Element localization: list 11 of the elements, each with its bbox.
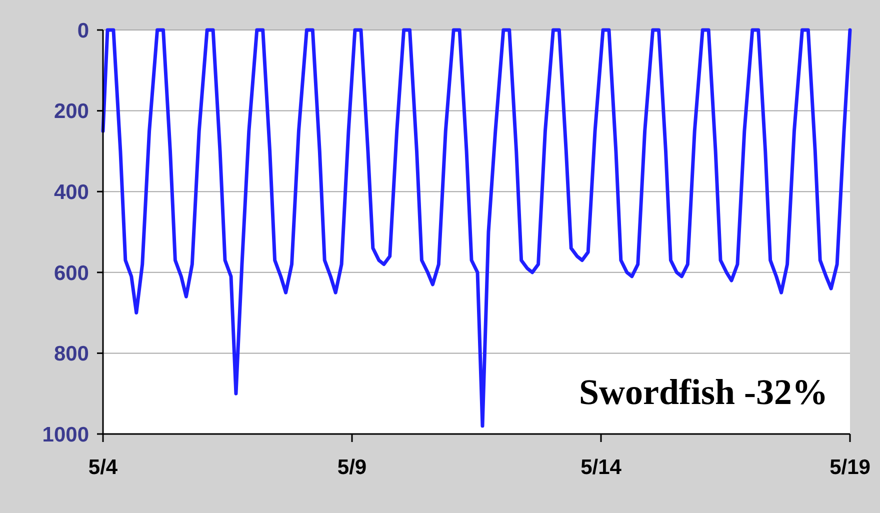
y-tick-label: 400 xyxy=(54,180,89,204)
y-tick-label: 800 xyxy=(54,342,89,366)
y-tick-label: 200 xyxy=(54,100,89,124)
y-tick-label: 600 xyxy=(54,262,89,285)
x-tick-label: 5/4 xyxy=(88,456,118,479)
annotation: Swordfish -32% xyxy=(578,372,828,412)
x-tick-label: 5/19 xyxy=(830,456,870,479)
y-tick-label: 0 xyxy=(77,19,89,42)
y-tick-label: 1000 xyxy=(42,423,89,446)
x-tick-label: 5/9 xyxy=(337,456,367,479)
x-tick-label: 5/14 xyxy=(580,456,622,479)
